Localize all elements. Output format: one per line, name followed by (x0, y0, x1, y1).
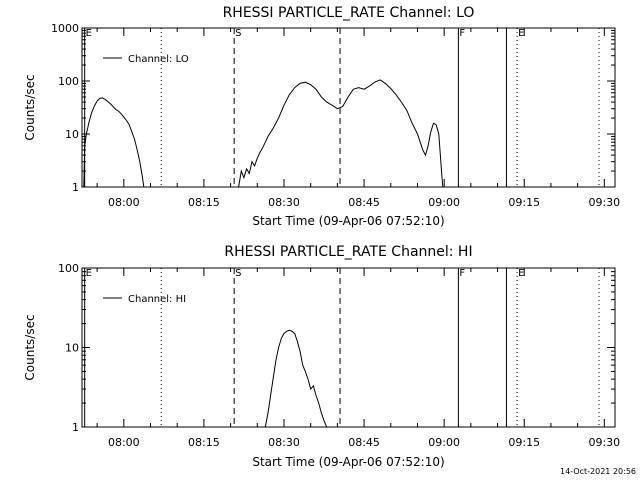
x-tick-label: 08:15 (188, 196, 220, 209)
x-tick-label: 08:00 (108, 196, 140, 209)
y-tick-label: 1 (72, 421, 79, 434)
x-tick-label: 09:30 (588, 196, 620, 209)
y-tick-label: 1 (72, 181, 79, 194)
legend-label: Channel: HI (128, 294, 186, 305)
x-tick-label: 09:15 (508, 436, 540, 449)
x-tick-label: 09:30 (588, 436, 620, 449)
x-tick-label: 08:45 (348, 196, 380, 209)
event-marker-label: E (86, 268, 92, 279)
x-tick-label: 09:00 (428, 436, 460, 449)
chart-panel-hi: RHESSI PARTICLE_RATE Channel: HI 08:00 08:… (23, 244, 620, 469)
y-axis-label: Counts/sec (23, 74, 37, 140)
chart-panel-lo: RHESSI PARTICLE_RATE Channel: LO 08:00 08:… (23, 5, 620, 228)
series-line (238, 79, 444, 188)
x-tick-label: 08:45 (348, 436, 380, 449)
plot-frame (81, 27, 616, 188)
y-tick-label: 10 (65, 342, 79, 355)
legend-label: Channel: LO (128, 54, 189, 65)
y-axis-label: Counts/sec (23, 314, 37, 380)
x-tick-label: 08:15 (188, 436, 220, 449)
plot-frame (81, 267, 616, 428)
y-tick-label: 10 (65, 128, 79, 141)
event-marker-label: F (459, 268, 465, 279)
series-line (83, 97, 145, 188)
footer-timestamp: 14-Oct-2021 20:56 (560, 467, 636, 476)
y-tick-label: 100 (58, 262, 79, 275)
event-marker-label: E (518, 28, 524, 39)
y-tick-label: 100 (58, 75, 79, 88)
x-tick-label: 09:15 (508, 196, 540, 209)
event-marker-label: E (518, 268, 524, 279)
event-marker-label: F (459, 28, 465, 39)
x-tick-label: 08:30 (268, 436, 300, 449)
chart-title: RHESSI PARTICLE_RATE Channel: HI (224, 244, 472, 260)
x-axis-label: Start Time (09-Apr-06 07:52:10) (252, 455, 444, 469)
chart-title: RHESSI PARTICLE_RATE Channel: LO (223, 5, 475, 21)
series-line (264, 329, 328, 428)
event-marker-label: S (235, 28, 241, 39)
x-tick-label: 08:30 (268, 196, 300, 209)
event-marker-label: E (86, 28, 92, 39)
x-tick-label: 08:00 (108, 436, 140, 449)
y-tick-label: 1000 (51, 22, 79, 35)
x-axis-label: Start Time (09-Apr-06 07:52:10) (252, 214, 444, 228)
event-marker-label: S (235, 268, 241, 279)
x-tick-label: 09:00 (428, 196, 460, 209)
